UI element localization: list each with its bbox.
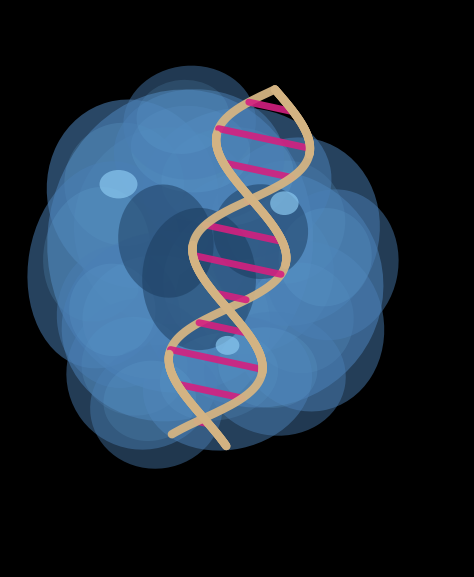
Ellipse shape (47, 99, 219, 288)
Ellipse shape (226, 160, 345, 284)
Ellipse shape (118, 185, 214, 298)
Ellipse shape (143, 316, 312, 451)
Ellipse shape (232, 241, 384, 411)
Ellipse shape (270, 192, 299, 215)
Ellipse shape (43, 187, 150, 322)
Ellipse shape (64, 123, 184, 246)
Ellipse shape (247, 263, 354, 373)
Ellipse shape (82, 317, 188, 415)
Ellipse shape (131, 106, 250, 192)
Ellipse shape (143, 108, 331, 260)
Ellipse shape (213, 184, 308, 279)
Ellipse shape (100, 170, 137, 198)
Ellipse shape (90, 345, 223, 469)
Ellipse shape (208, 137, 380, 326)
Ellipse shape (47, 89, 313, 392)
Ellipse shape (160, 333, 278, 421)
Ellipse shape (57, 246, 180, 388)
Ellipse shape (66, 298, 218, 449)
Ellipse shape (82, 255, 228, 379)
Ellipse shape (138, 170, 383, 407)
Ellipse shape (142, 208, 256, 350)
Ellipse shape (162, 127, 293, 226)
Ellipse shape (69, 264, 155, 356)
Ellipse shape (219, 327, 317, 408)
Ellipse shape (27, 161, 181, 368)
Ellipse shape (103, 361, 196, 441)
Ellipse shape (123, 66, 256, 179)
Ellipse shape (216, 336, 239, 355)
Ellipse shape (62, 231, 270, 421)
Ellipse shape (114, 89, 284, 222)
Ellipse shape (279, 208, 372, 306)
Ellipse shape (163, 198, 334, 355)
Ellipse shape (74, 128, 260, 324)
Ellipse shape (265, 189, 399, 340)
Ellipse shape (204, 312, 346, 436)
Ellipse shape (137, 80, 229, 154)
